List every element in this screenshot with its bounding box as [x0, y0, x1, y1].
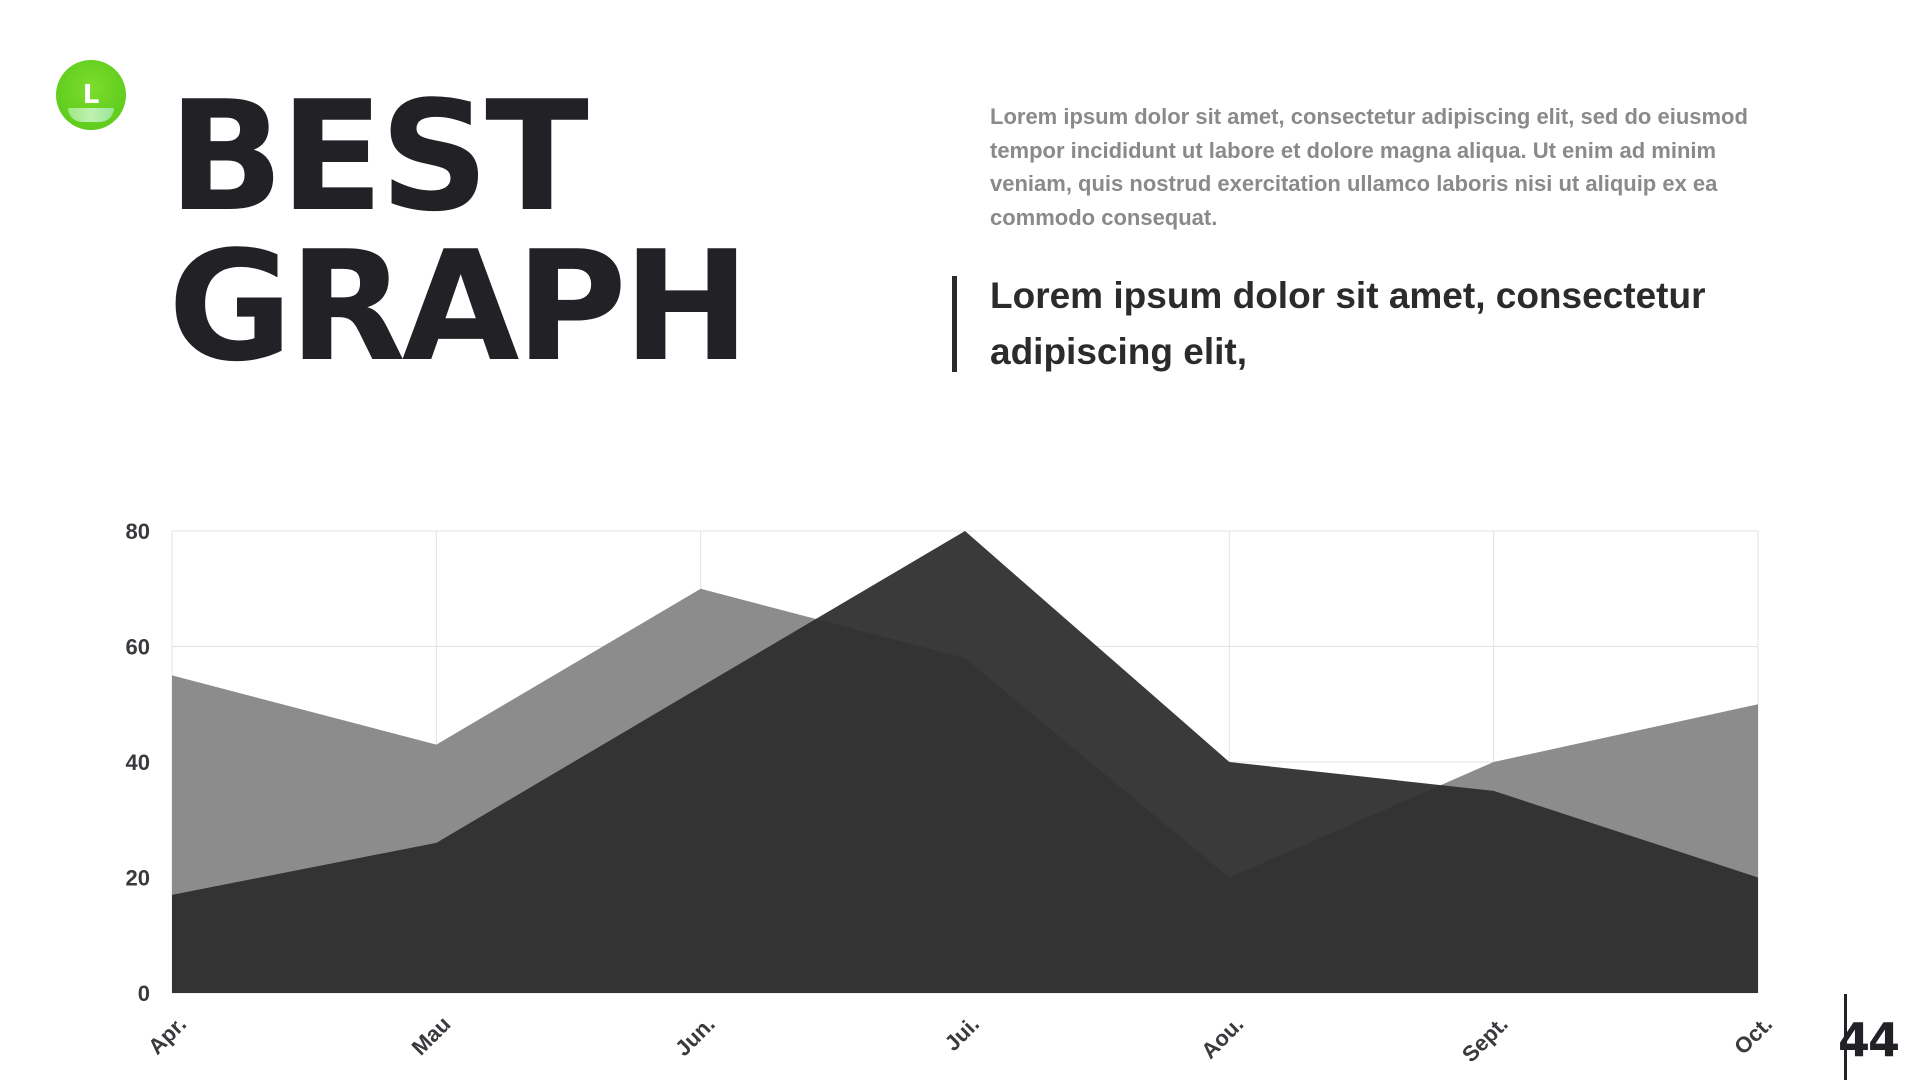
y-tick-label: 0	[138, 981, 150, 1006]
x-tick-label: Jun.	[670, 1011, 720, 1061]
logo-shine	[68, 108, 114, 122]
title-line-2: GRAPH	[168, 218, 750, 395]
page-number-bar	[1844, 994, 1847, 1080]
y-tick-label: 20	[126, 866, 150, 891]
y-tick-label: 80	[126, 519, 150, 544]
quote-text: Lorem ipsum dolor sit amet, consectetur …	[990, 275, 1706, 372]
x-tick-label: Mau	[407, 1011, 456, 1060]
x-tick-label: Jui.	[940, 1011, 984, 1055]
logo-letter: L	[82, 80, 100, 110]
description-paragraph: Lorem ipsum dolor sit amet, consectetur …	[990, 104, 1748, 230]
x-tick-label: Oct.	[1729, 1011, 1777, 1059]
x-tick-label: Apr.	[143, 1011, 191, 1059]
page-number: 44	[1838, 1013, 1900, 1067]
y-tick-label: 40	[126, 750, 150, 775]
quote-bar	[952, 276, 957, 372]
y-tick-label: 60	[126, 635, 150, 660]
page-title: BEST GRAPH	[168, 68, 750, 395]
x-tick-label: Aou.	[1196, 1011, 1248, 1063]
x-tick-label: Sept.	[1457, 1011, 1513, 1067]
area-series-2	[172, 531, 1758, 993]
title-line-1: BEST	[168, 68, 589, 245]
logo: L	[56, 60, 128, 132]
